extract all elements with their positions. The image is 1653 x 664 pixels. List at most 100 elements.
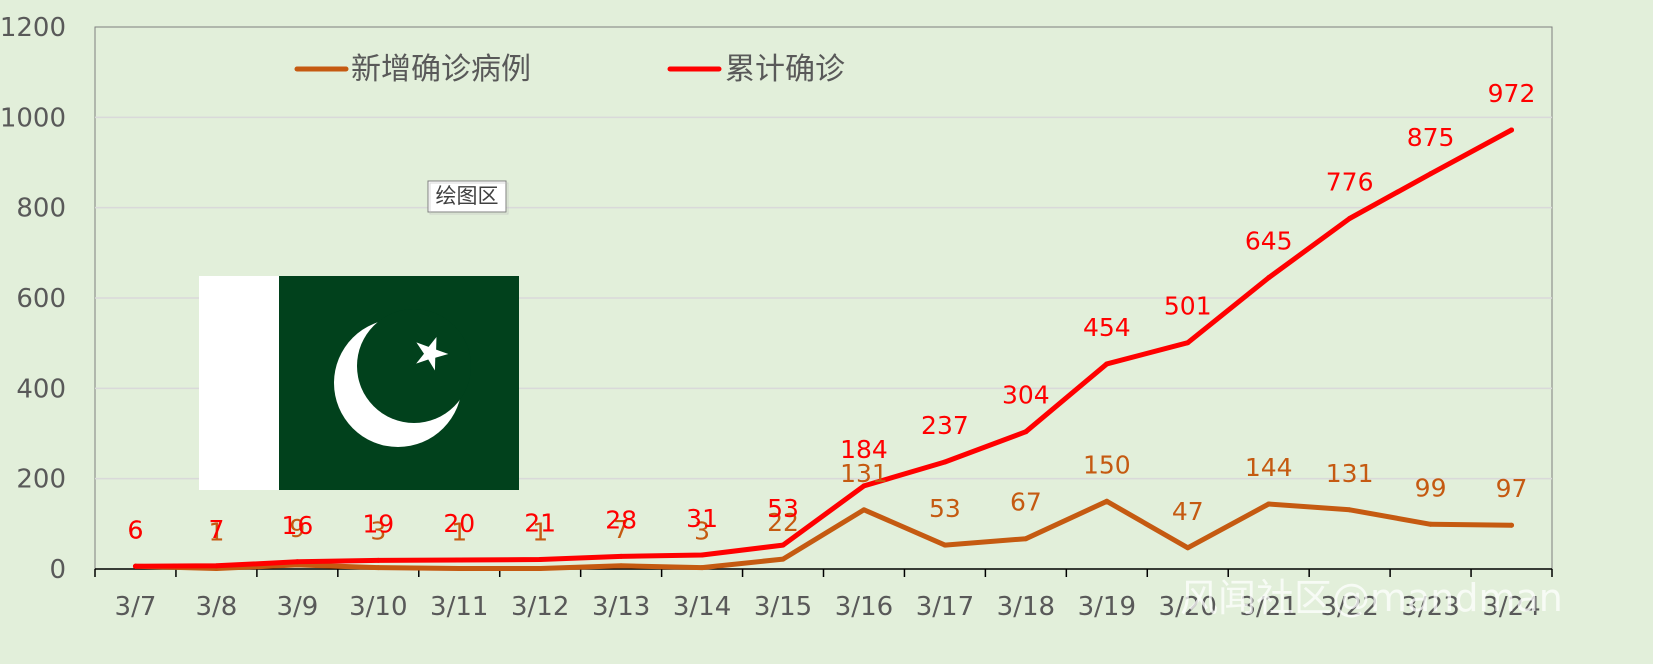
x-axis: 3/7 3/8 3/9 3/10 3/11 3/12 3/13 3/14 3/15 3/16 3/1…: [94, 568, 1553, 622]
data-point: [618, 553, 624, 559]
x-tick-label: 3/9: [276, 592, 318, 622]
data-point: [861, 483, 867, 489]
data-label-new: 131: [840, 459, 888, 488]
data-label-new: 99: [1415, 473, 1447, 502]
data-label-new: 150: [1083, 450, 1131, 479]
series-line-new-cases: [133, 498, 1514, 571]
data-point: [456, 566, 462, 572]
x-tick-label: 3/14: [673, 592, 731, 622]
data-label-cumulative: 237: [921, 411, 969, 440]
tooltip-text: 绘图区: [436, 184, 499, 208]
plot-area-tooltip: 绘图区: [427, 180, 509, 215]
data-point: [618, 563, 624, 569]
data-point: [1347, 507, 1353, 513]
y-tick-label: 400: [16, 374, 66, 404]
x-tick-label: 3/15: [754, 592, 812, 622]
y-axis: 0 200 400 600 800 1000 1200: [0, 13, 66, 585]
data-label-cumulative: 6: [128, 515, 144, 544]
x-tick-label: 3/12: [511, 592, 569, 622]
data-point: [537, 557, 543, 563]
legend-label-new: 新增确诊病例: [351, 52, 531, 87]
x-tick-label: 3/20: [1159, 592, 1217, 622]
data-label-new: 3: [370, 517, 386, 546]
data-point: [1509, 522, 1515, 528]
x-tick-label: 3/8: [195, 592, 237, 622]
x-tick-label: 3/23: [1401, 592, 1459, 622]
x-tick-label: 3/24: [1482, 592, 1540, 622]
watermark: 风闻社区@mandman: [1180, 576, 1563, 620]
flag-crescent-inner: [357, 309, 471, 423]
series-line-cumulative: [133, 127, 1514, 569]
data-label-new: 9: [289, 514, 305, 543]
data-point: [699, 552, 705, 558]
data-label-cumulative: 53: [767, 494, 799, 523]
y-tick-label: 0: [49, 555, 66, 585]
data-point: [1428, 521, 1434, 527]
data-label-new: 53: [929, 494, 961, 523]
data-point: [294, 559, 300, 565]
data-label-new: 7: [613, 515, 629, 544]
data-point: [699, 565, 705, 571]
data-label-cumulative: 20: [443, 509, 475, 538]
data-point: [1104, 361, 1110, 367]
data-label-new: 1: [532, 518, 548, 547]
data-point: [1347, 216, 1353, 222]
data-point: [1023, 429, 1029, 435]
data-point: [456, 557, 462, 563]
data-point: [132, 563, 138, 569]
data-point: [1185, 340, 1191, 346]
pakistan-flag: [199, 276, 519, 490]
data-point: [1428, 171, 1434, 177]
data-label-new: 47: [1172, 497, 1204, 526]
x-tick-label: 3/21: [1239, 592, 1297, 622]
data-label-new: 22: [767, 508, 799, 537]
data-label-cumulative: 19: [362, 509, 394, 538]
data-point: [1509, 127, 1515, 133]
legend: 新增确诊病例 累计确诊: [294, 52, 845, 87]
data-label-new: 97: [1496, 474, 1528, 503]
data-label-cumulative: 454: [1083, 313, 1131, 342]
x-tick-label: 3/17: [916, 592, 974, 622]
series-group: [132, 127, 1515, 572]
data-point: [1023, 536, 1029, 542]
data-label-cumulative: 21: [524, 509, 556, 538]
data-point: [942, 459, 948, 465]
data-point: [1266, 501, 1272, 507]
data-point: [213, 563, 219, 569]
y-tick-label: 1000: [0, 103, 66, 133]
data-label-cumulative: 304: [1002, 381, 1050, 410]
data-label-cumulative: 776: [1326, 168, 1374, 197]
x-tick-label: 3/7: [115, 592, 157, 622]
x-tick-label: 3/22: [1320, 592, 1378, 622]
data-label-cumulative: 972: [1488, 79, 1536, 108]
data-label-new: 144: [1245, 453, 1293, 482]
x-tick-label: 3/13: [592, 592, 650, 622]
data-label-new: 1: [451, 518, 467, 547]
data-label-cumulative: 501: [1164, 292, 1212, 321]
y-tick-label: 200: [16, 465, 66, 495]
y-tick-label: 800: [16, 194, 66, 224]
data-label-new: 67: [1010, 488, 1042, 517]
data-point: [780, 542, 786, 548]
data-label-new: 6: [128, 515, 144, 544]
data-label-cumulative: 28: [605, 505, 637, 534]
y-tick-label: 600: [16, 284, 66, 314]
x-tick-label: 3/10: [349, 592, 407, 622]
data-label-new: 3: [694, 517, 710, 546]
flag-star-icon: [416, 336, 449, 371]
data-point: [942, 542, 948, 548]
data-label-cumulative: 16: [281, 511, 313, 540]
data-point: [1104, 498, 1110, 504]
y-tick-label: 1200: [0, 13, 66, 43]
data-label-cumulative: 184: [840, 435, 888, 464]
data-point: [1266, 275, 1272, 281]
data-label-cumulative: 7: [208, 515, 224, 544]
flag-white-stripe: [199, 276, 279, 490]
x-tick-label: 3/18: [997, 592, 1055, 622]
data-label-cumulative: 31: [686, 504, 718, 533]
data-label-new: 1: [208, 518, 224, 547]
data-label-cumulative: 645: [1245, 227, 1293, 256]
data-point: [1185, 545, 1191, 551]
